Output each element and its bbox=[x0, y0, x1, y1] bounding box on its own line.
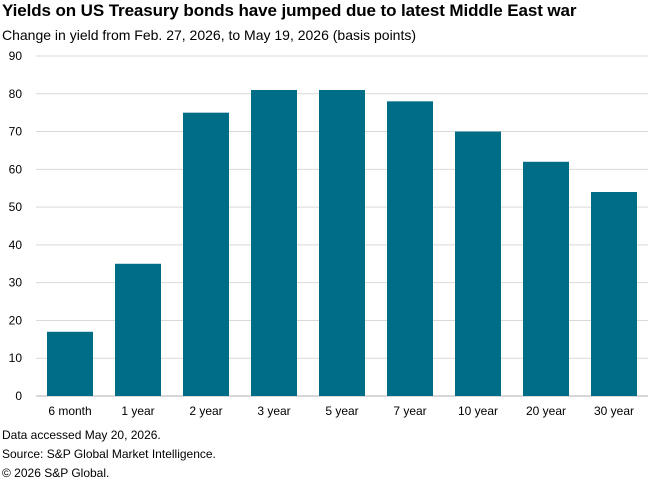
y-tick-label: 20 bbox=[9, 313, 23, 327]
y-tick-label: 90 bbox=[9, 49, 23, 63]
x-tick-label: 3 year bbox=[257, 404, 290, 418]
x-axis-ticks: 6 month 1 year 2 year 3 year 5 year 7 year 10 … bbox=[48, 404, 634, 418]
bar-chart: 0 10 20 30 40 50 60 70 80 90 6 month 1 year 2 year 3… bbox=[9, 49, 648, 418]
y-tick-label: 30 bbox=[9, 276, 23, 290]
data-note: Data accessed May 20, 2026. bbox=[2, 428, 161, 442]
x-tick-label: 10 year bbox=[458, 404, 498, 418]
x-tick-label: 2 year bbox=[189, 404, 222, 418]
y-tick-label: 40 bbox=[9, 238, 23, 252]
bar-20-year bbox=[523, 161, 569, 396]
y-tick-label: 10 bbox=[9, 351, 23, 365]
bar-1-year bbox=[115, 263, 161, 396]
bar-6-month bbox=[47, 331, 93, 396]
y-tick-label: 0 bbox=[15, 389, 22, 403]
copyright-note: © 2026 S&P Global. bbox=[2, 466, 110, 480]
x-tick-label: 5 year bbox=[325, 404, 358, 418]
bar-10-year bbox=[455, 131, 501, 397]
chart-title: Yields on US Treasury bonds have jumped … bbox=[2, 1, 577, 20]
bars bbox=[47, 90, 637, 397]
x-tick-label: 20 year bbox=[526, 404, 566, 418]
y-tick-label: 50 bbox=[9, 200, 23, 214]
y-axis-ticks: 0 10 20 30 40 50 60 70 80 90 bbox=[9, 49, 23, 403]
x-tick-label: 6 month bbox=[48, 404, 91, 418]
bar-7-year bbox=[387, 101, 433, 396]
y-tick-label: 60 bbox=[9, 162, 23, 176]
bar-30-year bbox=[591, 192, 637, 396]
x-tick-label: 7 year bbox=[393, 404, 426, 418]
x-tick-label: 30 year bbox=[594, 404, 634, 418]
y-tick-label: 80 bbox=[9, 87, 23, 101]
y-tick-label: 70 bbox=[9, 125, 23, 139]
bar-2-year bbox=[183, 112, 229, 397]
bar-5-year bbox=[319, 90, 365, 396]
chart-subtitle: Change in yield from Feb. 27, 2026, to M… bbox=[2, 27, 417, 43]
source-note: Source: S&P Global Market Intelligence. bbox=[2, 447, 216, 461]
bar-3-year bbox=[251, 90, 297, 396]
x-tick-label: 1 year bbox=[121, 404, 154, 418]
